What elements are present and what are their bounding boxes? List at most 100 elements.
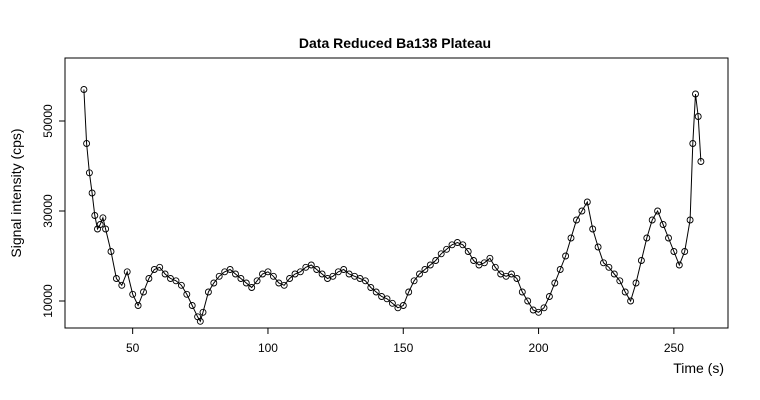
data-point [600,259,607,267]
data-point [280,281,288,289]
data-point [399,302,407,309]
data-point [383,295,391,303]
y-axis-label: Signal intensity (cps) [8,128,24,257]
data-point [643,234,651,242]
data-point [654,207,662,215]
data-point [123,268,131,276]
data-point [367,284,375,291]
data-point [248,284,256,291]
data-point [340,266,348,273]
data-point [269,272,277,280]
data-point [686,216,694,224]
data-point [616,277,624,285]
data-point [670,248,678,255]
series-line [83,89,702,323]
data-point [535,308,543,316]
data-point [405,288,413,296]
data-point [681,248,689,255]
data-point [226,266,234,273]
x-tick-label: 50 [126,341,140,355]
data-points [80,86,705,325]
data-point [578,207,586,215]
data-point [102,225,110,233]
data-point [91,212,99,219]
data-point [129,290,137,298]
data-point [486,254,494,262]
data-point [632,279,640,287]
data-point [675,261,683,269]
plot-frame [64,57,729,329]
x-axis-label: Time (s) [673,360,724,376]
chart-title: Data Reduced Ba138 Plateau [299,35,491,51]
data-point [665,234,672,242]
x-tick-label: 100 [258,341,278,355]
data-point [692,90,699,98]
data-point [161,270,169,278]
data-point [372,288,380,296]
y-tick-label: 10000 [41,284,55,318]
data-point [196,317,204,325]
data-point [545,293,553,300]
data-point [237,275,245,282]
data-point [491,263,499,271]
data-point [253,277,261,285]
data-point [508,270,515,278]
data-point [329,272,337,280]
data-point [145,275,153,282]
data-point [85,169,93,177]
data-point [361,277,369,285]
data-point [107,248,115,255]
data-point [426,261,434,269]
data-point [421,266,429,273]
data-point [648,216,656,224]
data-point [432,257,440,264]
data-point [99,214,107,222]
data-point [464,248,472,255]
data-point [296,268,304,276]
data-point [594,243,602,251]
data-point [80,86,88,93]
data-point [410,277,418,285]
data-point [177,281,185,289]
data-point [689,140,697,147]
data-point [307,261,315,269]
x-tick-label: 250 [664,341,684,355]
data-point [589,225,597,233]
x-tick-label: 150 [393,341,413,355]
data-point [112,275,120,282]
data-point [134,302,142,309]
data-point [443,245,451,253]
data-point [416,270,423,278]
y-tick-label: 50000 [41,104,55,138]
x-axis: 50 100 150 200 250 [126,328,684,355]
data-point [610,270,618,278]
data-point [540,304,548,312]
data-point [551,279,559,287]
data-point [172,277,180,285]
data-point [583,198,591,206]
data-point [694,113,702,120]
data-point [204,288,212,296]
data-point [210,279,218,287]
y-axis: 10000 30000 50000 [41,104,65,318]
data-point [470,257,478,264]
data-point [96,221,104,228]
data-point [156,263,164,271]
series-group [80,86,705,325]
data-point [188,302,196,309]
data-point [573,216,580,224]
data-point [697,158,705,165]
data-point [524,297,532,305]
data-point [437,250,445,258]
data-point [88,189,96,197]
data-point [480,259,488,267]
data-point [459,241,467,249]
data-point [232,270,239,278]
data-point [518,288,526,296]
x-tick-label: 200 [529,341,549,355]
data-point [567,234,575,242]
data-point [556,266,564,273]
data-point [242,279,250,287]
data-point [215,272,223,280]
data-point [627,297,635,305]
